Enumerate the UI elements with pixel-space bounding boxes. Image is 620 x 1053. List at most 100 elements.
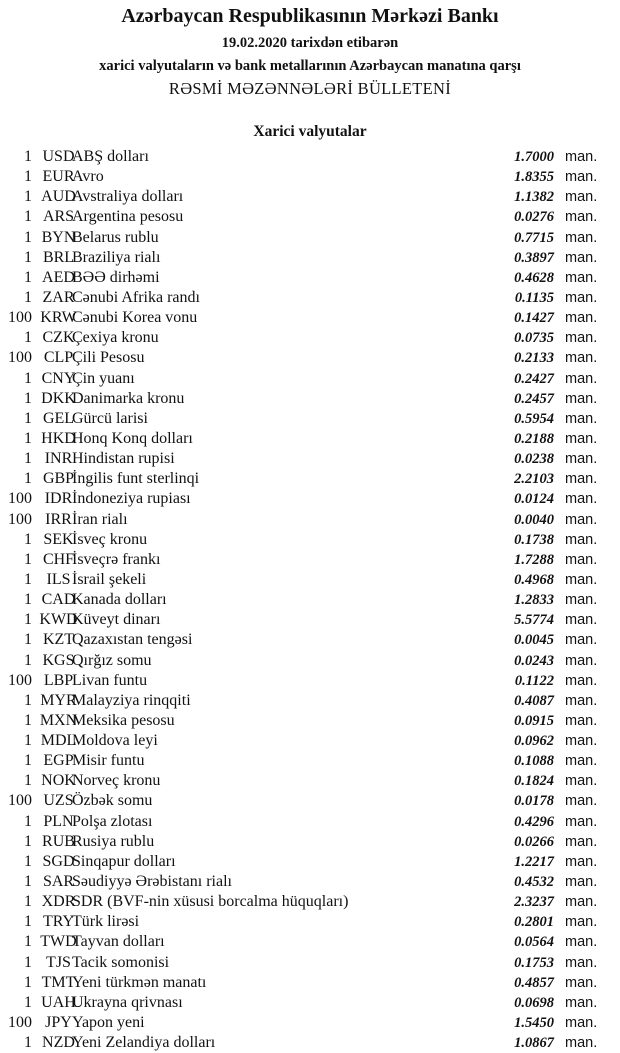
currency-code: SGD bbox=[42, 852, 75, 870]
currency-code: EUR bbox=[42, 168, 75, 186]
exchange-rate: 0.4968 bbox=[514, 571, 554, 588]
section-title: Xarici valyutalar bbox=[253, 123, 367, 140]
exchange-rate: 1.7288 bbox=[514, 551, 554, 568]
currency-name: Rusiya rublu bbox=[72, 832, 155, 850]
unit-label: man. bbox=[565, 874, 598, 891]
currency-amount: 100 bbox=[8, 792, 32, 810]
unit-label: man. bbox=[565, 974, 598, 991]
currency-code: MYR bbox=[40, 691, 77, 709]
currency-code: JPY bbox=[45, 1014, 72, 1032]
currency-name: Hindistan rupisi bbox=[72, 450, 175, 468]
currency-name: Norveç kronu bbox=[72, 772, 161, 790]
currency-name: İsveç kronu bbox=[72, 530, 148, 548]
table-row: 1 TRY Türk lirəsi 0.2801 man. bbox=[0, 912, 620, 932]
unit-label: man. bbox=[565, 914, 598, 931]
currency-code: NOK bbox=[41, 772, 76, 790]
table-row: 1 ARS Argentina pesosu 0.0276 man. bbox=[0, 207, 620, 227]
currency-name: BƏƏ dirhəmi bbox=[72, 268, 160, 286]
currency-amount: 1 bbox=[24, 812, 32, 830]
unit-label: man. bbox=[565, 430, 598, 447]
unit-label: man. bbox=[565, 934, 598, 951]
table-row: 1 CAD Kanada dolları 1.2833 man. bbox=[0, 590, 620, 610]
exchange-rate: 0.2133 bbox=[514, 350, 554, 367]
unit-label: man. bbox=[565, 390, 598, 407]
currency-name: Kanada dolları bbox=[72, 591, 167, 609]
unit-label: man. bbox=[565, 511, 598, 528]
unit-label: man. bbox=[565, 350, 598, 367]
document-subtitle: xarici valyutaların və bank metallarının… bbox=[99, 58, 521, 74]
unit-label: man. bbox=[565, 894, 598, 911]
document-title: Azərbaycan Respublikasının Mərkəzi Bankı bbox=[121, 5, 499, 27]
currency-amount: 1 bbox=[24, 933, 32, 951]
currency-code: AED bbox=[42, 268, 75, 286]
currency-name: Özbək somu bbox=[72, 792, 153, 810]
currency-amount: 100 bbox=[8, 1014, 32, 1032]
currency-amount: 1 bbox=[24, 993, 32, 1011]
table-row: 1 TJS Tacik somonisi 0.1753 man. bbox=[0, 953, 620, 973]
unit-label: man. bbox=[565, 692, 598, 709]
currency-code: TJS bbox=[46, 953, 71, 971]
exchange-rate: 0.2188 bbox=[514, 430, 554, 447]
unit-label: man. bbox=[565, 773, 598, 790]
currency-amount: 1 bbox=[24, 188, 32, 206]
exchange-rate: 0.0238 bbox=[514, 451, 554, 468]
currency-code: MDL bbox=[40, 732, 77, 750]
table-row: 100 UZS Özbək somu 0.0178 man. bbox=[0, 791, 620, 811]
exchange-rate: 0.0124 bbox=[514, 491, 554, 508]
currency-name: Sinqapur dolları bbox=[72, 852, 176, 870]
table-row: 1 USD ABŞ dolları 1.7000 man. bbox=[0, 147, 620, 167]
currency-amount: 100 bbox=[8, 309, 32, 327]
currency-code: HKD bbox=[41, 429, 76, 447]
exchange-rate: 0.1824 bbox=[514, 773, 554, 790]
exchange-rate: 0.4532 bbox=[514, 874, 554, 891]
exchange-rate: 0.5954 bbox=[514, 410, 554, 427]
unit-label: man. bbox=[565, 672, 598, 689]
unit-label: man. bbox=[565, 612, 598, 629]
currency-amount: 1 bbox=[24, 550, 32, 568]
unit-label: man. bbox=[565, 310, 598, 327]
currency-amount: 1 bbox=[24, 732, 32, 750]
table-row: 1 GBP İngilis funt sterlinqi 2.2103 man. bbox=[0, 469, 620, 489]
currency-code: CHF bbox=[42, 550, 75, 568]
currency-code: UAH bbox=[41, 993, 76, 1011]
exchange-rate: 0.0915 bbox=[514, 712, 554, 729]
table-row: 100 IDR İndoneziya rupiası 0.0124 man. bbox=[0, 489, 620, 509]
currency-name: Küveyt dinarı bbox=[72, 611, 161, 629]
currency-name: Səudiyyə Ərəbistanı rialı bbox=[72, 873, 232, 891]
table-row: 1 MYR Malayziya rinqqiti 0.4087 man. bbox=[0, 691, 620, 711]
unit-label: man. bbox=[565, 330, 598, 347]
exchange-rate: 0.0178 bbox=[514, 793, 554, 810]
unit-label: man. bbox=[565, 571, 598, 588]
currency-name: İngilis funt sterlinqi bbox=[72, 470, 200, 488]
bulletin-title: RƏSMİ MƏZƏNNƏLƏRİ BÜLLETENİ bbox=[168, 79, 452, 98]
exchange-rate: 0.0040 bbox=[514, 511, 554, 528]
currency-code: KZT bbox=[42, 631, 75, 649]
currency-name: Cənubi Korea vonu bbox=[72, 309, 198, 327]
currency-name: Danimarka kronu bbox=[72, 389, 185, 407]
currency-amount: 1 bbox=[24, 329, 32, 347]
table-row: 1 NOK Norveç kronu 0.1824 man. bbox=[0, 771, 620, 791]
table-row: 1 AED BƏƏ dirhəmi 0.4628 man. bbox=[0, 268, 620, 288]
currency-code: BRL bbox=[42, 248, 75, 266]
currency-code: RUB bbox=[42, 832, 75, 850]
exchange-rate: 1.2833 bbox=[514, 592, 554, 609]
currency-code: USD bbox=[42, 148, 75, 165]
exchange-rate: 0.4296 bbox=[514, 813, 554, 830]
currency-amount: 1 bbox=[24, 369, 32, 387]
table-row: 1 EGP Misir funtu 0.1088 man. bbox=[0, 751, 620, 771]
currency-code: KGS bbox=[42, 651, 75, 669]
unit-label: man. bbox=[565, 451, 598, 468]
currency-amount: 1 bbox=[24, 752, 32, 770]
currency-code: SAR bbox=[42, 873, 75, 891]
table-row: 1 KGS Qırğız somu 0.0243 man. bbox=[0, 651, 620, 671]
currency-amount: 1 bbox=[24, 913, 32, 931]
currency-amount: 100 bbox=[8, 510, 32, 528]
unit-label: man. bbox=[565, 229, 598, 246]
exchange-rate: 1.2217 bbox=[514, 853, 554, 870]
unit-label: man. bbox=[565, 733, 598, 750]
unit-label: man. bbox=[565, 813, 598, 830]
table-row: 100 KRW Cənubi Korea vonu 0.1427 man. bbox=[0, 308, 620, 328]
currency-code: INR bbox=[44, 450, 73, 468]
unit-label: man. bbox=[565, 289, 598, 306]
exchange-rate: 0.0962 bbox=[514, 733, 554, 750]
